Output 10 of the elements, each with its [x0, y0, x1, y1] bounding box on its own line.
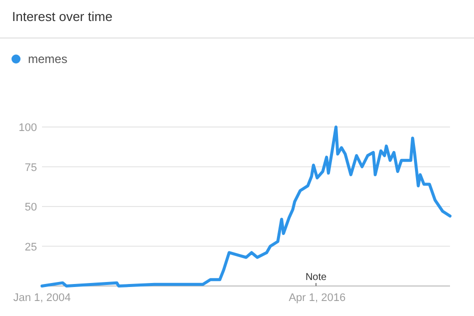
- y-tick-label: 75: [24, 162, 37, 174]
- line-series: [40, 126, 452, 288]
- legend-label: memes: [28, 52, 68, 66]
- y-tick-label: 100: [18, 122, 37, 134]
- chart-title: Interest over time: [12, 9, 112, 24]
- x-tick-label: Apr 1, 2016: [288, 292, 346, 304]
- annotation: Note: [305, 272, 327, 283]
- y-tick-label: 50: [24, 202, 37, 214]
- y-tick-label: 25: [24, 241, 37, 254]
- x-tick-label: Jan 1, 2004: [13, 292, 71, 304]
